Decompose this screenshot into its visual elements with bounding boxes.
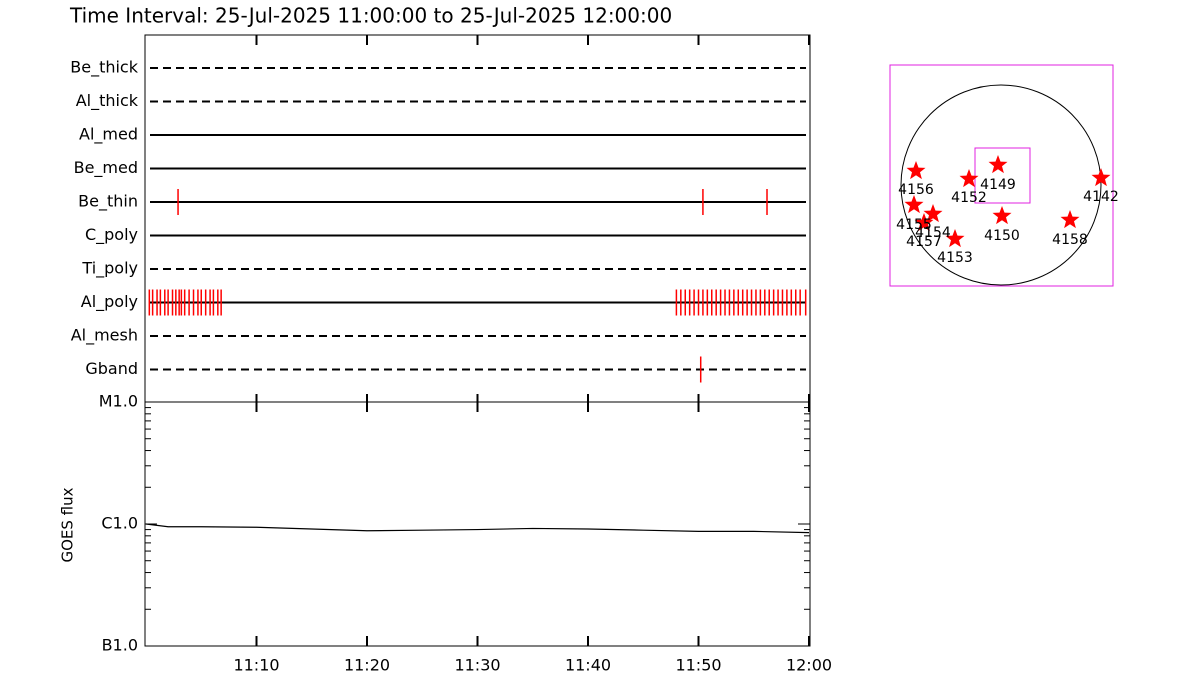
x-tick-label: 12:00 xyxy=(786,656,832,675)
region-star xyxy=(945,229,965,248)
region-star xyxy=(1060,210,1080,229)
region-star xyxy=(1091,168,1111,187)
x-tick-label: 11:20 xyxy=(344,656,390,675)
x-tick-label: 11:50 xyxy=(675,656,721,675)
filter-label: C_poly xyxy=(85,225,138,245)
region-star xyxy=(904,195,924,214)
filter-label: Al_mesh xyxy=(71,326,138,346)
filter-label: Ti_poly xyxy=(81,259,138,279)
region-star xyxy=(914,213,934,232)
filter-label: Al_poly xyxy=(81,292,138,312)
solar-disk xyxy=(900,84,1102,286)
timeline-frame xyxy=(144,34,811,403)
filter-label: Al_thick xyxy=(76,91,139,111)
goes-frame xyxy=(144,401,811,647)
region-star xyxy=(906,161,926,180)
region-label: 4156 xyxy=(898,182,934,198)
x-tick-label: 11:40 xyxy=(565,656,611,675)
y-axis-label: GOES flux xyxy=(59,487,77,562)
region-star xyxy=(992,206,1012,225)
region-star xyxy=(988,155,1008,174)
region-label: 4155 xyxy=(896,217,932,233)
region-label: 4142 xyxy=(1083,189,1119,205)
y-tick-label: B1.0 xyxy=(102,636,138,655)
region-star xyxy=(923,204,943,223)
filter-label: Al_med xyxy=(79,125,138,145)
fov-box xyxy=(974,147,1031,204)
region-label: 4157 xyxy=(906,234,942,250)
region-label: 4153 xyxy=(937,250,973,266)
region-label: 4154 xyxy=(915,225,951,241)
filter-label: Gband xyxy=(85,359,138,378)
region-star xyxy=(959,169,979,188)
filter-label: Be_thick xyxy=(70,58,138,78)
filter-label: Be_med xyxy=(74,158,138,178)
x-tick-label: 11:30 xyxy=(454,656,500,675)
goes-line xyxy=(145,523,810,534)
region-label: 4152 xyxy=(951,190,987,206)
y-tick-label: C1.0 xyxy=(101,514,138,533)
filter-label: Be_thin xyxy=(78,192,138,212)
y-tick-label: M1.0 xyxy=(99,392,138,411)
region-label: 4158 xyxy=(1052,232,1088,248)
region-label: 4149 xyxy=(980,177,1016,193)
map-frame xyxy=(889,64,1114,287)
chart-title: Time Interval: 25-Jul-2025 11:00:00 to 2… xyxy=(69,4,672,28)
region-label: 4150 xyxy=(984,228,1020,244)
x-tick-label: 11:10 xyxy=(233,656,279,675)
